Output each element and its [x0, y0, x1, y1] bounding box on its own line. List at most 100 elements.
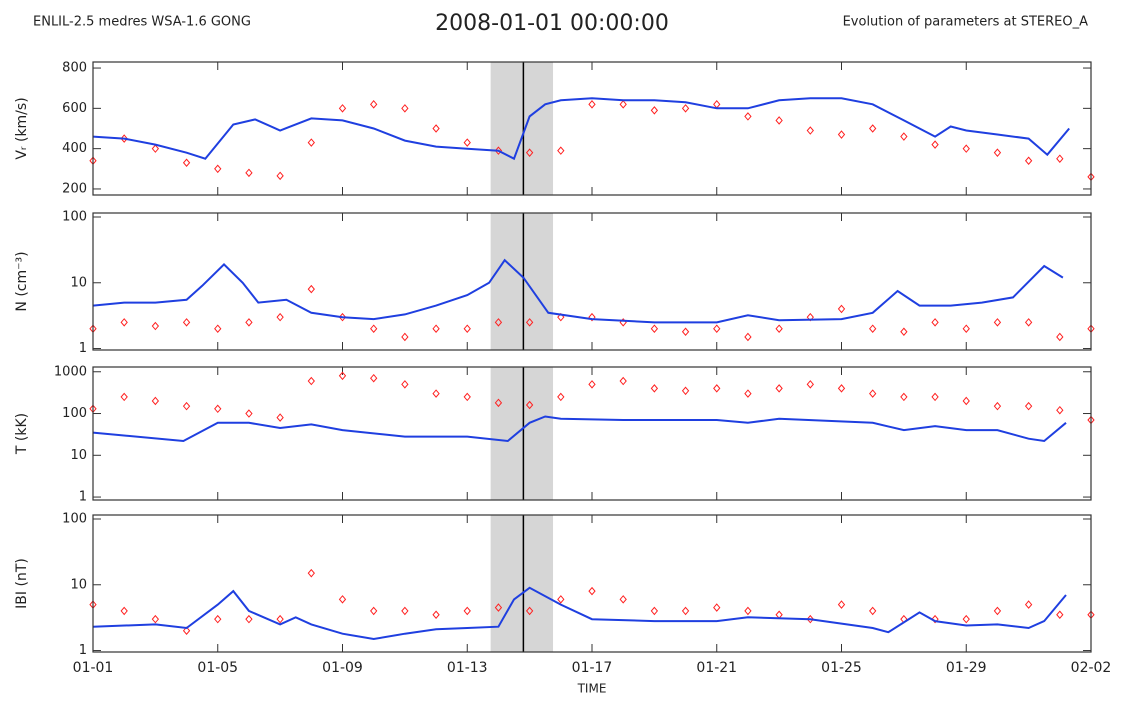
observation-point [588, 380, 596, 389]
panel-frame [92, 514, 1092, 653]
observation-point [962, 324, 970, 334]
observation-point [463, 606, 471, 616]
observation-point [837, 600, 846, 609]
observation-point [1056, 332, 1064, 342]
observation-point [245, 409, 253, 418]
x-tick-label: 01-09 [322, 660, 363, 676]
observation-point [214, 614, 222, 624]
observation-point [494, 318, 503, 327]
observation-point [151, 321, 160, 331]
y-tick-label: 10 [70, 577, 87, 592]
observation-point [525, 400, 534, 410]
observation-point [931, 318, 939, 327]
y-tick-label: 1000 [54, 364, 87, 379]
y-tick-label: 10 [70, 275, 87, 290]
x-tick-label: 01-13 [447, 660, 488, 676]
observation-point [869, 606, 877, 616]
y-tick-label: 100 [62, 511, 87, 526]
observation-point [588, 586, 596, 596]
observation-point [713, 603, 721, 612]
y-axis-label: IBI (nT) [14, 558, 30, 609]
observation-point [588, 100, 596, 109]
observation-point [214, 164, 222, 174]
observation-point [931, 392, 939, 402]
y-axis-label: N (cm⁻³) [14, 251, 30, 311]
observation-point [557, 595, 565, 604]
observation-point [463, 324, 471, 334]
observation-point [338, 371, 347, 381]
observation-point [993, 318, 1002, 327]
observation-point [370, 100, 378, 109]
observation-point [1024, 600, 1033, 609]
observation-point [214, 404, 222, 414]
observation-point [245, 318, 253, 327]
observation-point [650, 606, 659, 616]
observation-point [120, 134, 128, 143]
observation-point [557, 146, 565, 155]
y-tick-label: 1 [79, 341, 87, 356]
observation-point [307, 284, 315, 294]
observation-point [276, 171, 284, 181]
observation-point [463, 392, 471, 402]
observation-point [182, 158, 191, 168]
observation-point [120, 392, 128, 402]
observation-point [900, 327, 908, 337]
model-line [92, 258, 1064, 324]
y-tick-label: 600 [62, 101, 87, 116]
observation-point [962, 144, 970, 153]
y-tick-label: 1 [79, 490, 87, 505]
observation-point [775, 324, 783, 334]
observation-point [276, 312, 284, 322]
observation-point [401, 380, 409, 389]
model-line [92, 415, 1067, 443]
x-tick-label: 01-17 [572, 660, 613, 676]
observation-point [744, 332, 752, 342]
panel-frame [92, 61, 1092, 196]
observation-point [1024, 401, 1033, 411]
time-window [490, 62, 554, 195]
model-line [92, 586, 1067, 641]
observation-point [806, 380, 814, 389]
observation-point [245, 614, 253, 624]
observation-point [151, 396, 160, 406]
observation-point [713, 384, 721, 393]
observation-point [494, 398, 503, 408]
time-window [490, 213, 554, 350]
y-tick-label: 800 [62, 61, 87, 76]
observation-point [837, 130, 846, 139]
observation-point [338, 595, 347, 604]
observation-point [1056, 610, 1064, 620]
observation-point [525, 318, 534, 327]
observation-point [557, 312, 565, 322]
y-tick-label: 10 [70, 448, 87, 463]
observation-point [619, 100, 627, 109]
observation-point [432, 610, 440, 620]
observation-point [869, 324, 877, 334]
y-axis-label: Vᵣ (km/s) [14, 97, 30, 159]
y-axis-label: T (kK) [14, 413, 30, 455]
observation-point [557, 392, 565, 402]
observation-point [744, 112, 752, 121]
observation-point [151, 614, 160, 624]
observation-point [681, 104, 690, 113]
header-right: Evolution of parameters at STEREO_A [843, 15, 1089, 30]
observation-point [962, 614, 970, 624]
observation-point [993, 401, 1002, 411]
observation-point [806, 126, 814, 135]
observation-point [1056, 154, 1064, 163]
header-left: ENLIL-2.5 medres WSA-1.6 GONG [33, 15, 251, 30]
time-window [490, 367, 554, 500]
observation-point [931, 614, 939, 624]
observation-point [713, 324, 721, 334]
panel-frame [92, 366, 1092, 501]
observation-point [182, 401, 191, 411]
observation-point [775, 384, 783, 393]
observation-point [214, 324, 222, 334]
observation-point [370, 373, 378, 383]
observation-point [681, 606, 690, 616]
y-tick-label: 200 [62, 181, 87, 196]
observation-point [806, 312, 814, 322]
observation-point [650, 384, 659, 393]
observation-point [338, 104, 347, 113]
